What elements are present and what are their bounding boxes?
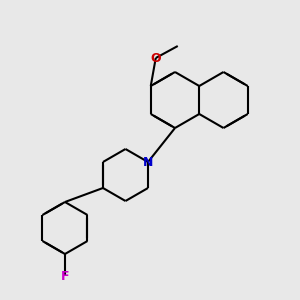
Text: N: N <box>143 155 153 169</box>
Text: F: F <box>61 269 69 283</box>
Text: O: O <box>150 52 161 64</box>
